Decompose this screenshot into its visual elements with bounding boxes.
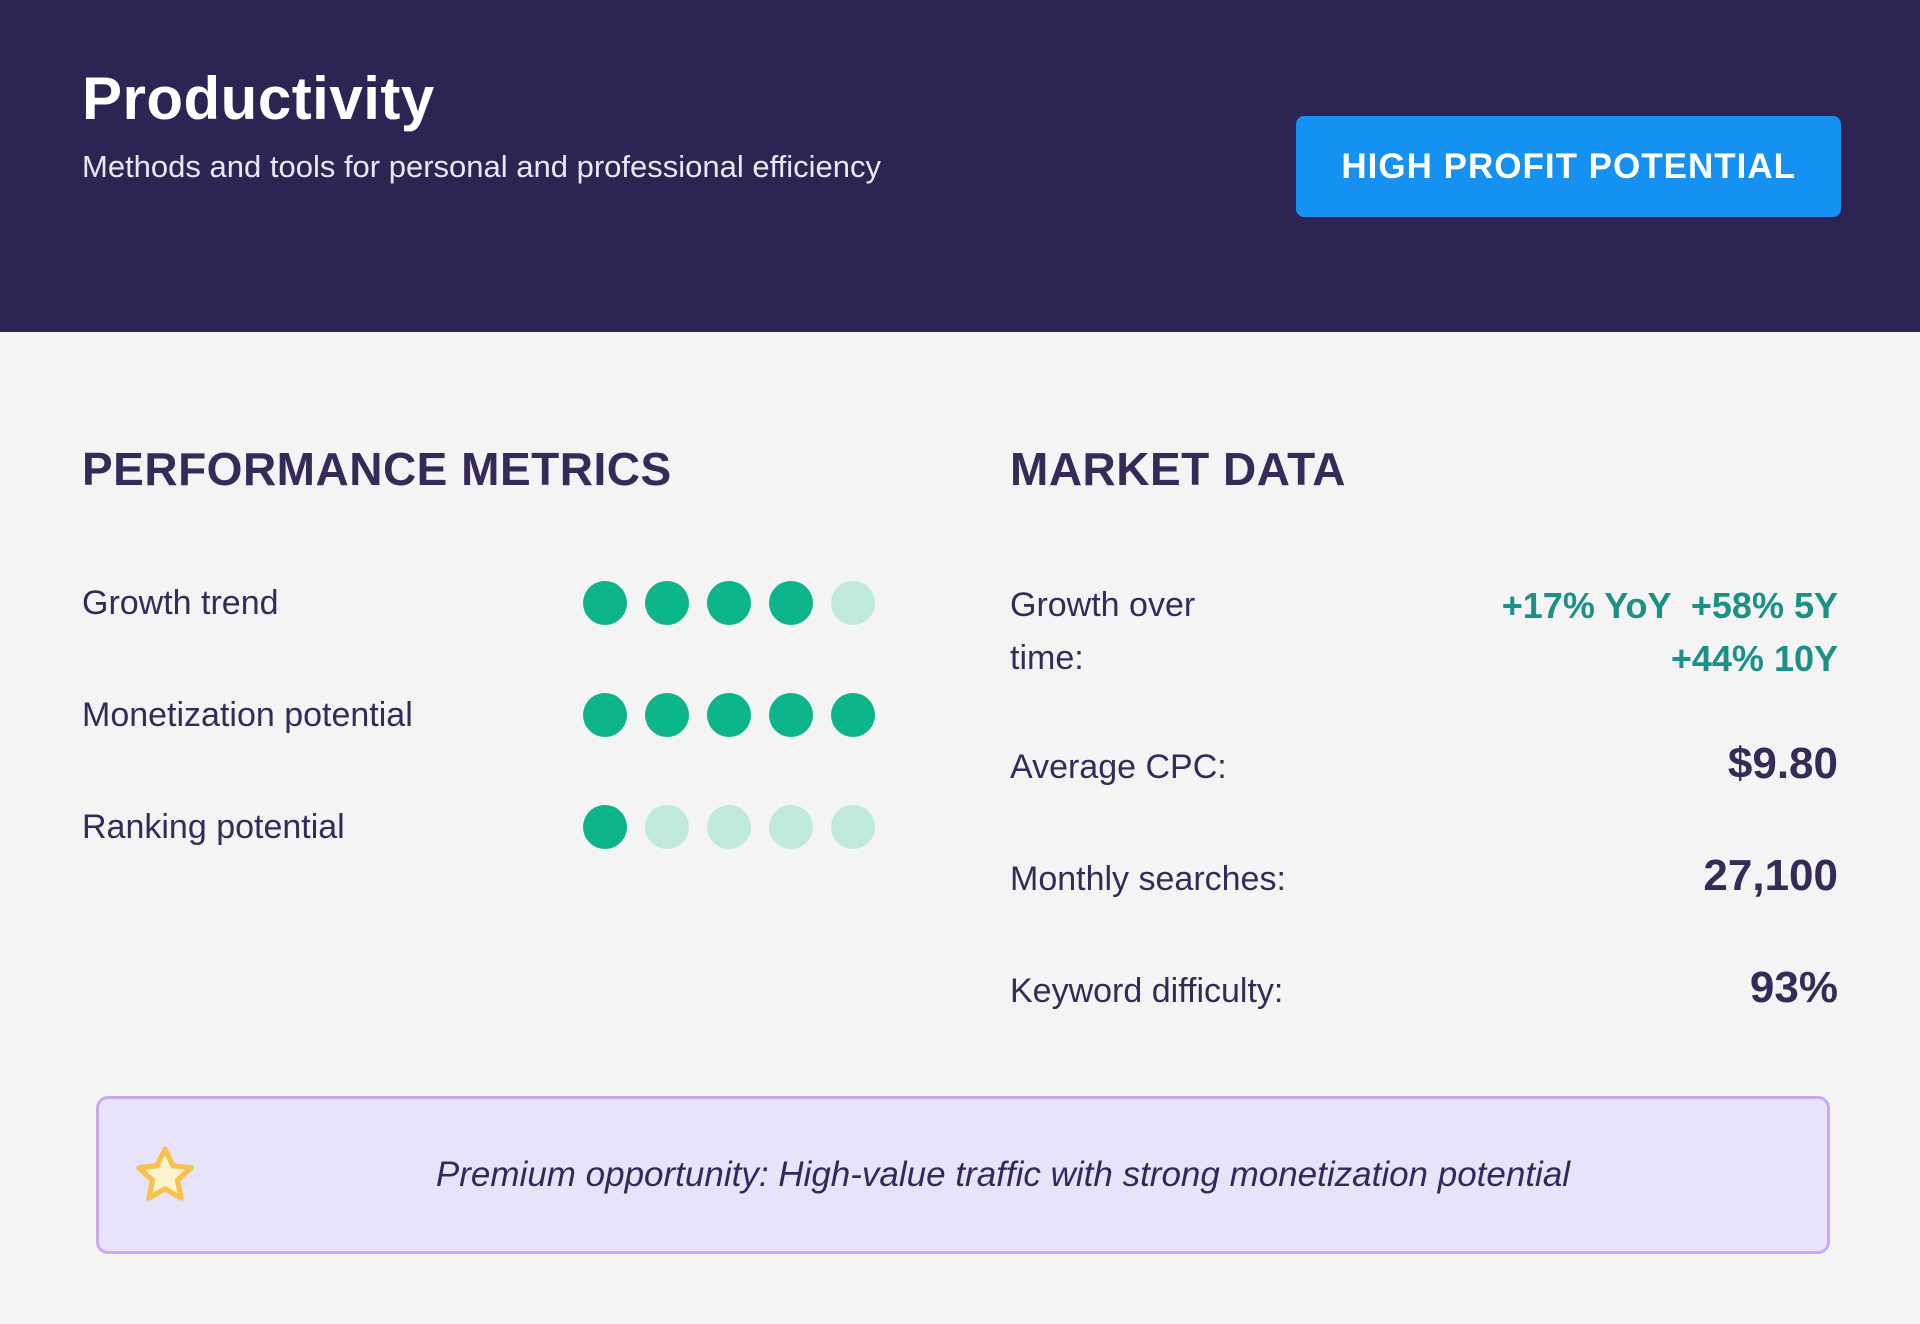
metric-row-growth-trend: Growth trend <box>82 581 875 625</box>
growth-line-2: +44% 10Y <box>1670 638 1838 679</box>
rating-dot <box>769 693 813 737</box>
market-data-section: MARKET DATA Growth over time: +17% YoY +… <box>1010 445 1838 1075</box>
rating-dot <box>707 581 751 625</box>
market-row-growth-over-time: Growth over time: +17% YoY +58% 5Y +44% 1… <box>1010 579 1838 685</box>
market-data-heading: MARKET DATA <box>1010 443 1346 495</box>
performance-rows: Growth trend Monetization potential Rank… <box>82 581 875 849</box>
metric-row-monetization-potential: Monetization potential <box>82 693 875 737</box>
rating-dot <box>645 693 689 737</box>
rating-dot <box>583 805 627 849</box>
market-rows: Growth over time: +17% YoY +58% 5Y +44% 1… <box>1010 579 1838 1016</box>
market-label: Average CPC: <box>1010 748 1227 786</box>
metric-row-ranking-potential: Ranking potential <box>82 805 875 849</box>
high-profit-potential-badge[interactable]: HIGH PROFIT POTENTIAL <box>1296 116 1841 217</box>
performance-metrics-heading: PERFORMANCE METRICS <box>82 443 672 495</box>
growth-line-1: +17% YoY +58% 5Y <box>1501 585 1838 626</box>
market-label: Monthly searches: <box>1010 860 1286 898</box>
page-title: Productivity <box>82 65 435 132</box>
market-row-average-cpc: Average CPC: $9.80 <box>1010 739 1838 792</box>
rating-dot <box>769 581 813 625</box>
market-label: Growth over time: <box>1010 586 1196 677</box>
rating-dot <box>831 693 875 737</box>
main-content: PERFORMANCE METRICS Growth trend Monetiz… <box>0 445 1920 1075</box>
rating-dot <box>583 693 627 737</box>
rating-dot <box>707 805 751 849</box>
metric-label: Ranking potential <box>82 807 345 846</box>
premium-opportunity-banner: Premium opportunity: High-value traffic … <box>96 1096 1830 1254</box>
rating-dot <box>769 805 813 849</box>
header: Productivity Methods and tools for perso… <box>0 0 1920 332</box>
growth-values: +17% YoY +58% 5Y +44% 10Y <box>1502 579 1838 685</box>
rating-dot <box>645 581 689 625</box>
rating-dot <box>831 581 875 625</box>
metric-label: Growth trend <box>82 583 279 622</box>
market-label: Keyword difficulty: <box>1010 972 1284 1010</box>
rating-dot <box>707 693 751 737</box>
metric-label: Monetization potential <box>82 695 413 734</box>
rating-dots <box>583 693 875 737</box>
premium-banner-text: Premium opportunity: High-value traffic … <box>435 1155 1571 1194</box>
market-value: 27,100 <box>1703 851 1838 900</box>
rating-dots <box>583 581 875 625</box>
market-value: 93% <box>1749 963 1838 1012</box>
rating-dots <box>583 805 875 849</box>
market-row-keyword-difficulty: Keyword difficulty: 93% <box>1010 963 1838 1016</box>
page-subtitle: Methods and tools for personal and profe… <box>82 149 882 184</box>
performance-metrics-section: PERFORMANCE METRICS Growth trend Monetiz… <box>82 445 875 1075</box>
market-row-monthly-searches: Monthly searches: 27,100 <box>1010 851 1838 904</box>
rating-dot <box>831 805 875 849</box>
rating-dot <box>645 805 689 849</box>
rating-dot <box>583 581 627 625</box>
star-icon <box>136 1146 194 1201</box>
market-value: $9.80 <box>1727 739 1838 788</box>
